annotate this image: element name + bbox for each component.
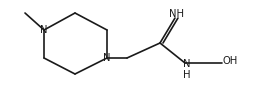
Text: N: N — [183, 59, 191, 69]
Text: OH: OH — [222, 56, 238, 66]
Text: H: H — [183, 70, 191, 80]
Text: N: N — [40, 25, 48, 35]
Text: N: N — [103, 53, 111, 63]
Text: NH: NH — [169, 9, 185, 19]
